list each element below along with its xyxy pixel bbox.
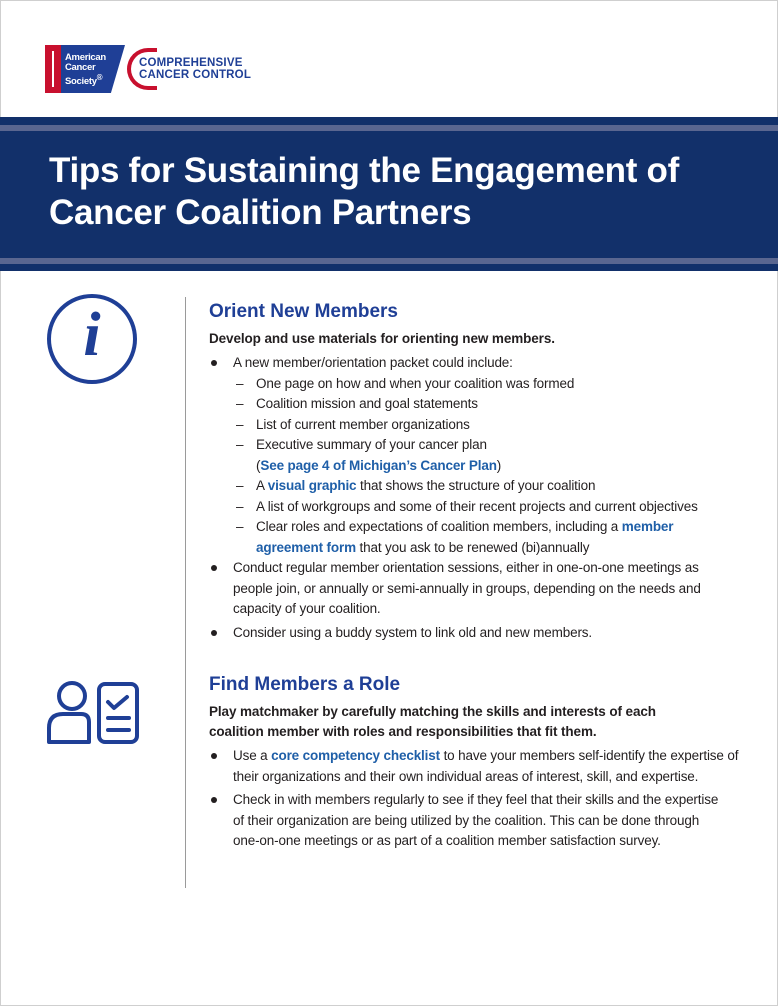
michigan-cancer-plan-link[interactable]: See page 4 of Michigan’s Cancer Plan <box>260 457 497 473</box>
visual-graphic-link[interactable]: visual graphic <box>267 478 357 493</box>
section-orient-new-members: Orient New Members Develop and use mater… <box>209 300 739 643</box>
section-lead: Play matchmaker by carefully matching th… <box>209 704 656 739</box>
ccc-line1: COMPREHENSIVE <box>139 57 243 69</box>
page-title: Tips for Sustaining the Engagement of Ca… <box>49 151 679 232</box>
sub-list-item: Executive summary of your cancer plan(Se… <box>209 435 739 476</box>
stripe-top <box>0 125 778 131</box>
logo: American Cancer Society® COMPREHENSIVE CANC… <box>45 45 251 93</box>
section-heading: Orient New Members <box>209 301 398 322</box>
acs-logo: American Cancer Society® <box>45 45 125 93</box>
list-item: Conduct regular member orientation sessi… <box>209 558 739 620</box>
ccc-line2: CANCER CONTROL <box>139 69 252 81</box>
list-item: Use a core competency checklist to have … <box>209 746 739 787</box>
sub-list-item: Clear roles and expectations of coalitio… <box>209 517 739 558</box>
sub-list-item: A visual graphic that shows the structur… <box>209 476 739 497</box>
list-item: Check in with members regularly to see i… <box>209 790 739 852</box>
divider <box>185 297 186 888</box>
sword-icon <box>52 51 54 87</box>
section-find-members-a-role: Find Members a Role Play matchmaker by c… <box>209 673 739 852</box>
list-item: A new member/orientation packet could in… <box>209 353 739 374</box>
sub-list-item: A list of workgroups and some of their r… <box>209 497 739 518</box>
c-mark-icon <box>127 48 157 90</box>
sub-list-item: Coalition mission and goal statements <box>209 394 739 415</box>
list-item: Consider using a buddy system to link ol… <box>209 623 739 644</box>
section-heading: Find Members a Role <box>209 674 401 695</box>
member-agreement-form-link[interactable]: member agreement form <box>256 519 674 555</box>
ccc-logo: COMPREHENSIVE CANCER CONTROL <box>127 48 251 90</box>
core-competency-checklist-link[interactable]: core competency checklist <box>271 748 440 763</box>
stripe-bottom <box>0 258 778 264</box>
section-lead: Develop and use materials for orienting … <box>209 331 555 346</box>
sub-list-item: One page on how and when your coalition … <box>209 374 739 395</box>
info-icon: i <box>47 294 137 384</box>
title-band <box>0 117 778 271</box>
person-checklist-icon <box>47 681 139 744</box>
sub-list-item: List of current member organizations <box>209 415 739 436</box>
